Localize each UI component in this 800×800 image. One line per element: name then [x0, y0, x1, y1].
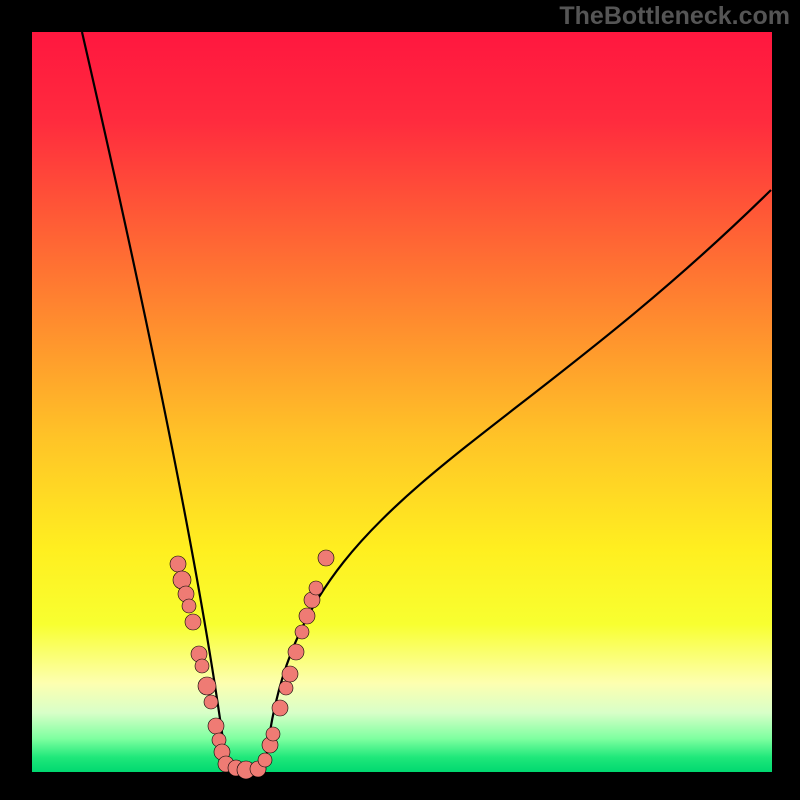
data-point — [182, 599, 196, 613]
data-point — [258, 753, 272, 767]
plot-background — [32, 32, 772, 772]
data-point — [208, 718, 224, 734]
data-point — [288, 644, 304, 660]
data-point — [204, 695, 218, 709]
data-point — [299, 608, 315, 624]
data-point — [282, 666, 298, 682]
data-point — [318, 550, 334, 566]
data-point — [309, 581, 323, 595]
data-point — [266, 727, 280, 741]
bottleneck-curve-chart — [0, 0, 800, 800]
data-point — [279, 681, 293, 695]
data-point — [195, 659, 209, 673]
data-point — [185, 614, 201, 630]
data-point — [198, 677, 216, 695]
data-point — [170, 556, 186, 572]
data-point — [295, 625, 309, 639]
data-point — [272, 700, 288, 716]
watermark-text: TheBottleneck.com — [559, 2, 790, 31]
